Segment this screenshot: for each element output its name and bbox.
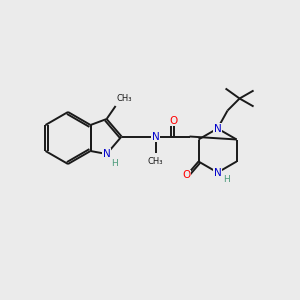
Text: O: O — [182, 170, 190, 181]
Text: CH₃: CH₃ — [117, 94, 132, 103]
Text: N: N — [152, 131, 159, 142]
Text: CH₃: CH₃ — [148, 157, 163, 166]
Text: N: N — [214, 124, 221, 134]
Text: O: O — [169, 116, 178, 125]
Text: H: H — [112, 159, 118, 168]
Text: H: H — [224, 176, 230, 184]
Text: N: N — [103, 149, 110, 159]
Text: N: N — [214, 167, 221, 178]
